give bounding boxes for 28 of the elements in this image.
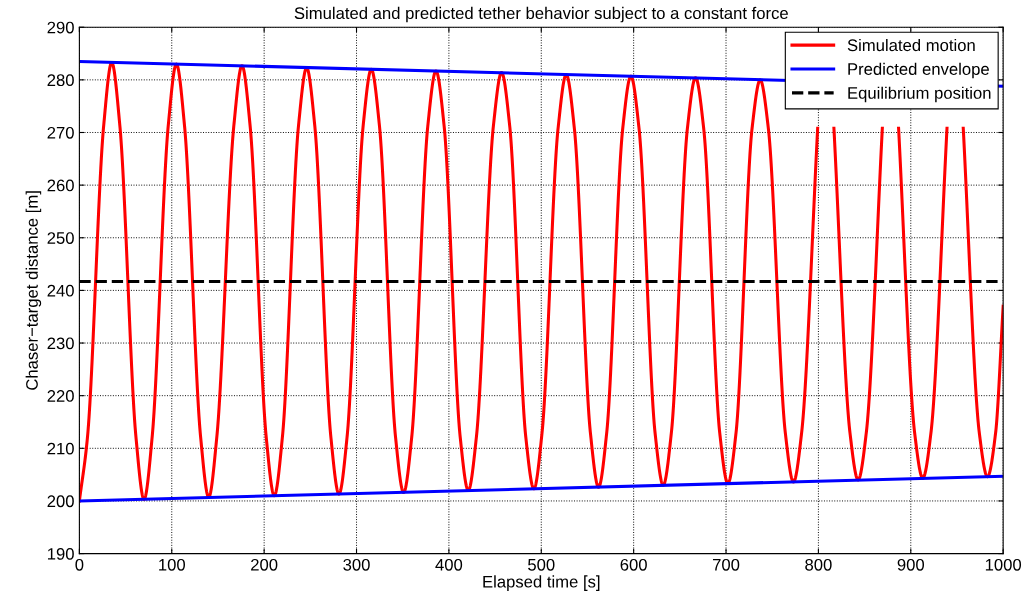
- legend-label: Predicted envelope: [848, 62, 989, 79]
- y-tick-label: 260: [47, 179, 74, 192]
- x-tick-label: 800: [805, 558, 832, 571]
- y-tick-label: 230: [47, 337, 74, 350]
- legend-label: Equilibrium position: [848, 86, 991, 103]
- x-tick-label: 200: [251, 558, 278, 571]
- y-tick-label: 290: [47, 21, 74, 34]
- y-tick-label: 190: [47, 547, 74, 560]
- y-axis-title: Chaser−target distance [m]: [25, 191, 42, 390]
- x-tick-label: 400: [435, 558, 463, 571]
- legend-label: Simulated motion: [847, 38, 975, 52]
- y-tick-label: 200: [47, 495, 74, 508]
- y-tick-label: 270: [47, 126, 74, 139]
- x-tick-label: 600: [620, 558, 647, 571]
- x-tick-label: 900: [897, 558, 925, 571]
- x-tick-label: 0: [75, 558, 84, 571]
- y-tick-label: 280: [47, 74, 74, 87]
- x-tick-label: 700: [712, 558, 740, 571]
- x-axis-title: Elapsed time [s]: [483, 575, 600, 591]
- chart-title: Simulated and predicted tether behavior subject to a constant force: [294, 6, 788, 23]
- y-tick-label: 220: [47, 390, 74, 402]
- y-tick-label: 240: [47, 284, 74, 297]
- x-tick-label: 300: [343, 558, 370, 571]
- y-tick-label: 250: [47, 232, 74, 244]
- x-tick-label: 500: [528, 558, 555, 571]
- x-tick-label: 100: [159, 558, 186, 571]
- x-tick-label: 1000: [985, 558, 1022, 571]
- y-tick-label: 210: [47, 442, 74, 455]
